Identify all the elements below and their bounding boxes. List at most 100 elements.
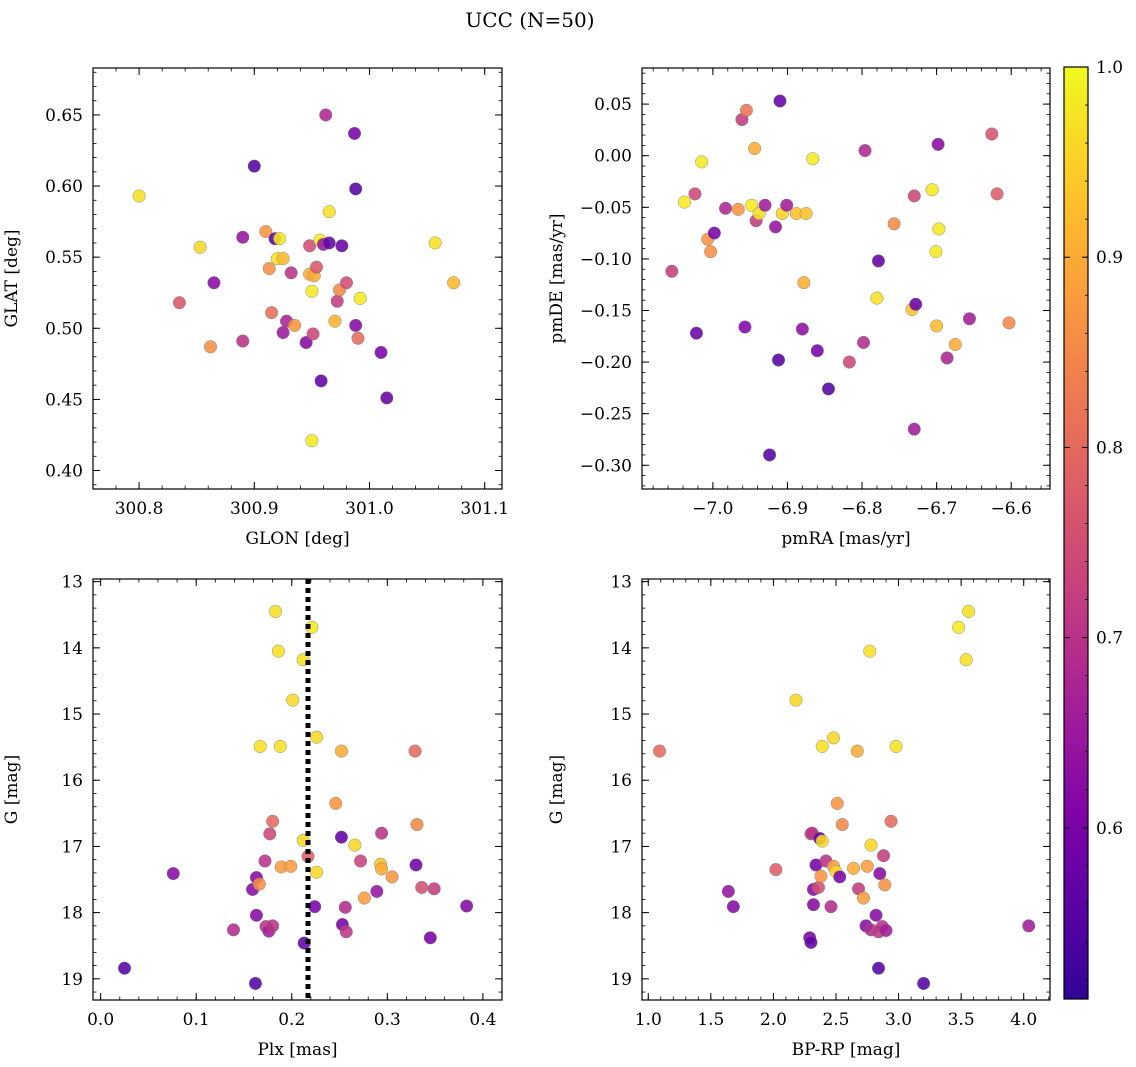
- data-point: [410, 818, 424, 832]
- data-point: [460, 899, 474, 913]
- data-point: [427, 882, 441, 896]
- data-point: [795, 322, 809, 336]
- data-point: [857, 335, 871, 349]
- y-tick-label: 14: [61, 639, 83, 659]
- y-tick-label: 0.05: [594, 95, 632, 115]
- data-point: [877, 849, 891, 863]
- y-tick-label: 14: [610, 639, 632, 659]
- x-tick-label: 0.2: [278, 1010, 305, 1030]
- data-point: [193, 240, 207, 254]
- data-point: [334, 744, 348, 758]
- data-point: [745, 198, 759, 212]
- y-tick-label: 15: [61, 705, 83, 725]
- data-point: [1022, 919, 1036, 933]
- data-point: [428, 236, 442, 250]
- panel-bottom-left: 0.0 0.1 0.2 0.3 0.4 13 14 15 16 17 18 19 Plx [mas] G …: [2, 573, 503, 1060]
- data-point: [273, 232, 287, 246]
- y-tick-label: 0.65: [45, 106, 83, 126]
- y-tick-label: 16: [61, 771, 83, 791]
- x-tick-label: 0.4: [469, 1010, 496, 1030]
- scatter-points: [653, 604, 1036, 990]
- y-tick-label: 19: [610, 970, 632, 990]
- data-point: [799, 206, 813, 220]
- data-point: [962, 604, 976, 618]
- data-point: [259, 225, 273, 239]
- data-point: [887, 217, 901, 231]
- axes-frame: [92, 67, 503, 490]
- data-point: [284, 266, 298, 280]
- data-point: [806, 152, 820, 166]
- data-point: [253, 739, 267, 753]
- data-point: [758, 198, 772, 212]
- data-point: [907, 422, 921, 436]
- data-point: [769, 863, 783, 877]
- data-point: [330, 294, 344, 308]
- y-tick-label: 0.40: [45, 462, 83, 482]
- data-point: [847, 861, 861, 875]
- y-tick-label: 0.45: [45, 390, 83, 410]
- data-point: [266, 814, 280, 828]
- data-point: [252, 877, 266, 891]
- data-point: [810, 344, 824, 358]
- data-point: [806, 898, 820, 912]
- x-axis-label: Plx [mas]: [257, 1040, 337, 1060]
- y-tick-label: 0.00: [594, 147, 632, 167]
- data-point: [357, 891, 371, 905]
- scatter-points: [118, 604, 474, 990]
- data-point: [931, 137, 945, 151]
- data-point: [276, 326, 290, 340]
- x-axis-label: pmRA [mas/yr]: [781, 529, 910, 549]
- data-point: [303, 239, 317, 253]
- data-point: [962, 312, 976, 326]
- data-point: [907, 189, 921, 203]
- data-point: [249, 908, 263, 922]
- data-point: [811, 880, 825, 894]
- data-point: [263, 827, 277, 841]
- data-point: [773, 94, 787, 108]
- colorbar-gradient: [1063, 66, 1089, 1000]
- data-point: [370, 884, 384, 898]
- data-point: [262, 262, 276, 276]
- y-tick-label: −0.20: [580, 353, 632, 373]
- x-tick-label: −6.7: [916, 499, 957, 519]
- axes-frame: [641, 578, 1051, 1001]
- colorbar-tick-label: 0.8: [1096, 438, 1123, 458]
- data-point: [873, 867, 887, 881]
- data-point: [329, 796, 343, 810]
- data-point: [328, 314, 342, 328]
- data-point: [738, 320, 752, 334]
- x-tick-label: −6.8: [841, 499, 882, 519]
- data-point: [780, 198, 794, 212]
- colorbar-tick-label: 0.6: [1096, 819, 1123, 839]
- data-point: [349, 318, 363, 332]
- data-point: [872, 961, 886, 975]
- colorbar-tick-label: 0.7: [1096, 629, 1123, 649]
- panel-top-right: −7.0 −6.9 −6.8 −6.7 −6.6 0.05 0.00 −0.05 −0.10 −0…: [547, 67, 1051, 549]
- data-point: [226, 923, 240, 937]
- data-point: [748, 141, 762, 155]
- data-point: [870, 291, 884, 305]
- data-point: [789, 693, 803, 707]
- data-point: [678, 195, 692, 209]
- data-point: [929, 245, 943, 259]
- data-point: [351, 331, 365, 345]
- y-axis-label: GLAT [deg]: [2, 229, 22, 327]
- x-tick-label: 300.8: [115, 499, 164, 519]
- data-point: [871, 254, 885, 268]
- y-tick-label: 0.50: [45, 319, 83, 339]
- data-point: [236, 334, 250, 348]
- panel-bottom-right: 1.0 1.5 2.0 2.5 3.0 3.5 4.0 13 14 15 16 17 18 19 BP-RP…: [547, 573, 1051, 1060]
- y-tick-label: 18: [610, 904, 632, 924]
- data-point: [299, 336, 313, 350]
- data-point: [653, 744, 667, 758]
- y-axis-label: G [mag]: [2, 755, 22, 824]
- x-tick-label: 300.9: [230, 499, 279, 519]
- axes-frame: [641, 67, 1051, 490]
- data-point: [864, 838, 878, 852]
- data-point: [815, 739, 829, 753]
- data-point: [826, 731, 840, 745]
- y-tick-label: 15: [610, 705, 632, 725]
- data-point: [769, 220, 783, 234]
- y-tick-label: −0.05: [580, 198, 632, 218]
